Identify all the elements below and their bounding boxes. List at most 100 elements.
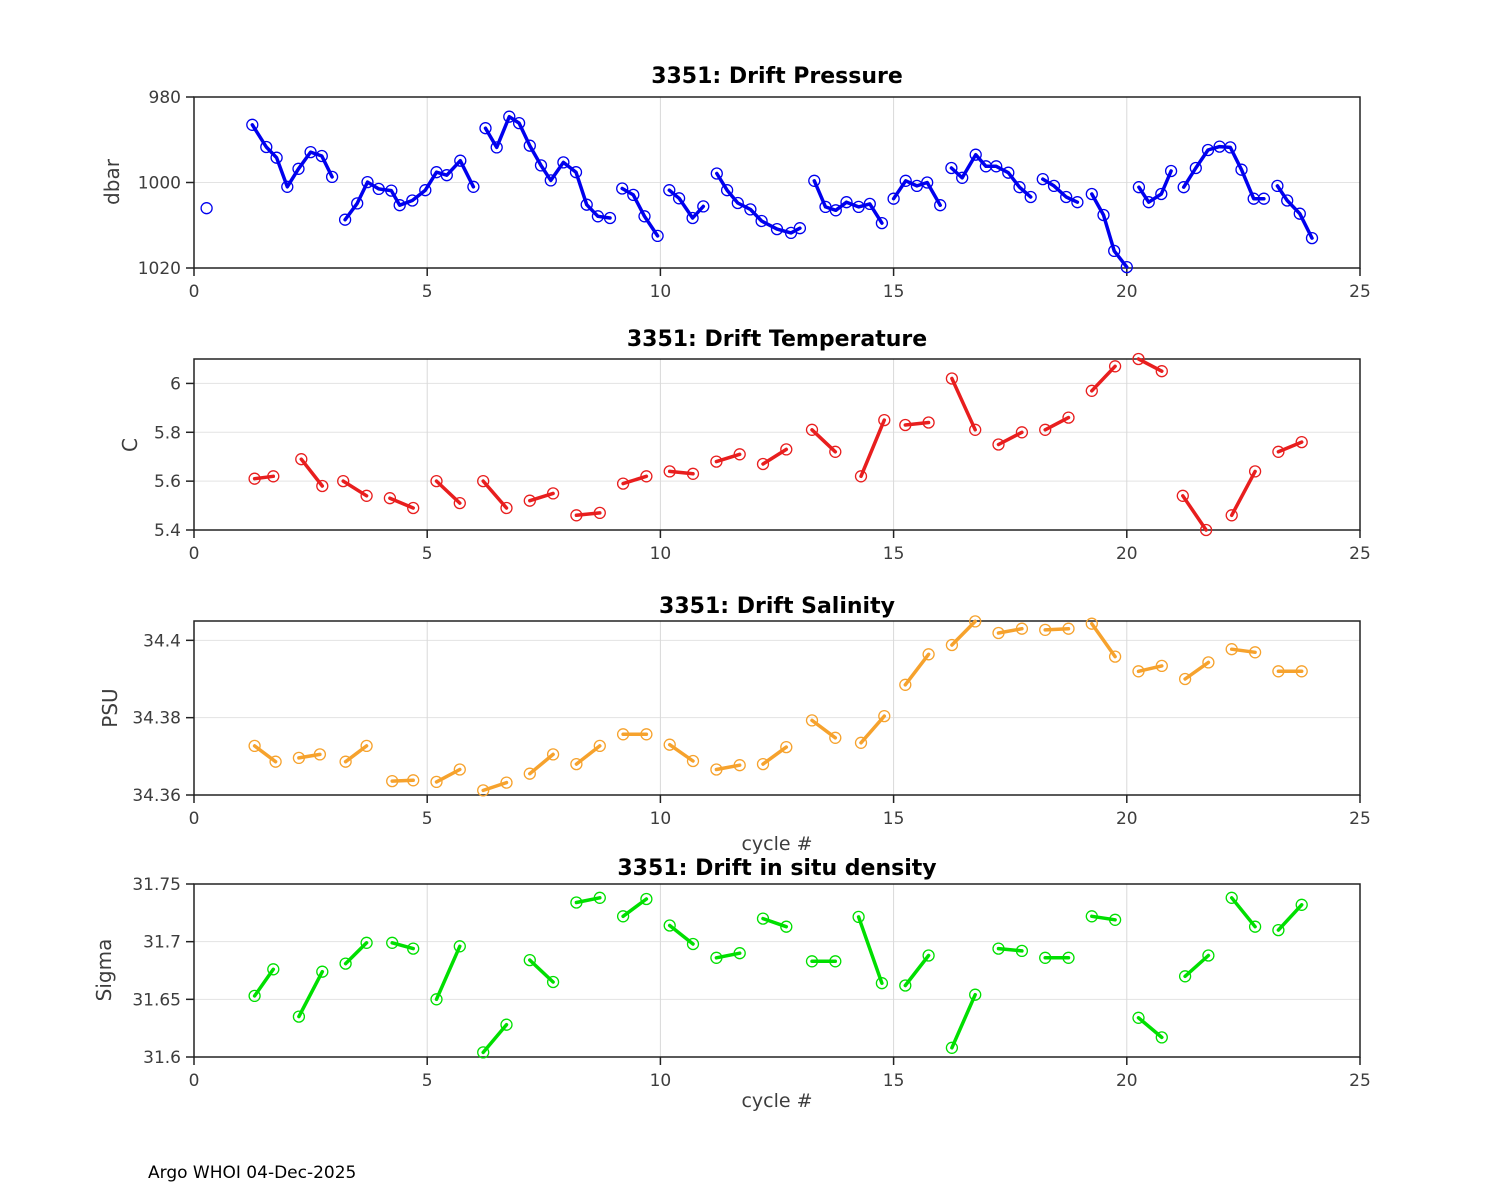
pressure-marker (591, 210, 605, 223)
pressure-marker (479, 122, 492, 135)
pressure-marker (338, 213, 352, 226)
pressure-marker (260, 140, 273, 154)
pressure-marker (852, 200, 865, 214)
density-marker (1015, 944, 1029, 958)
temperature-marker (616, 477, 630, 490)
temperature-marker (1225, 509, 1238, 522)
density-marker (663, 919, 676, 932)
salinity-plot: 0 5 10 15 20 25 34.36 34.38 34.4 (132, 615, 1371, 829)
pressure-marker (1257, 192, 1271, 205)
temperature-series-line (950, 376, 977, 432)
density-series-line (343, 941, 369, 966)
density-series-line (297, 969, 325, 1019)
pressure-marker (467, 180, 480, 193)
pressure-series-line (1181, 144, 1266, 201)
temperature-series-line (903, 420, 931, 427)
pressure-marker (663, 184, 676, 197)
pressure-marker (1047, 179, 1061, 193)
salinity-marker (805, 714, 819, 727)
pressure-marker (1155, 187, 1168, 201)
pressure-marker (1201, 143, 1215, 157)
salinity-marker (756, 757, 770, 771)
temperature-series-line (528, 491, 555, 503)
density-series-line (1090, 914, 1117, 922)
density-marker (339, 957, 352, 970)
temperature-marker (945, 372, 959, 385)
salinity-marker (663, 738, 676, 751)
density-ylabel: Sigma (92, 938, 116, 1002)
temperature-marker (710, 455, 723, 468)
pressure-marker (270, 151, 283, 164)
pressure-marker (361, 175, 374, 189)
salinity-marker (500, 776, 513, 789)
temperature-marker (570, 509, 583, 522)
pressure-series-line (1041, 177, 1080, 204)
pressure-marker (934, 199, 947, 212)
pressure-marker (770, 222, 784, 236)
salinity-xtick-label: 10 (650, 809, 672, 829)
temperature-marker (829, 445, 842, 458)
pressure-marker (440, 169, 453, 182)
pressure-marker (372, 182, 385, 196)
temperature-series-line (1043, 415, 1071, 432)
pressure-marker (744, 203, 757, 216)
temperature-marker (500, 501, 513, 515)
pressure-series-line (1137, 169, 1173, 204)
temperature-marker (1248, 465, 1262, 478)
pressure-marker (808, 174, 821, 187)
pressure-marker (292, 162, 305, 175)
pressure-marker (200, 202, 213, 215)
pressure-marker (393, 199, 406, 212)
density-marker (360, 936, 373, 949)
density-marker (430, 993, 443, 1006)
salinity-marker (477, 784, 490, 797)
pressure-series-line (949, 152, 1033, 199)
temperature-marker (453, 496, 466, 510)
pressure-marker (710, 167, 723, 180)
salinity-marker (969, 615, 982, 628)
density-marker (899, 979, 912, 992)
salinity-marker (407, 774, 420, 787)
salinity-marker (922, 648, 935, 661)
density-series-line (621, 897, 649, 919)
density-series-line (434, 944, 462, 1002)
temperature-series-line (667, 469, 695, 476)
temperature-marker (1039, 423, 1052, 436)
salinity-xtick-label: 20 (1116, 809, 1138, 829)
density-marker (992, 942, 1005, 955)
pressure-marker (755, 214, 768, 228)
temperature-marker (295, 453, 308, 466)
density-marker (1039, 951, 1052, 964)
pressure-series-line (667, 188, 706, 220)
density-series-line (903, 953, 931, 988)
pressure-marker (875, 216, 889, 230)
pressure-xtick-label: 5 (422, 282, 433, 302)
pressure-ylabel: dbar (100, 159, 124, 205)
density-marker (1108, 913, 1122, 926)
temperature-series-line (621, 474, 649, 486)
pressure-marker (979, 160, 993, 173)
pressure-marker (720, 184, 734, 197)
salinity-series-line (390, 778, 415, 783)
pressure-marker (829, 204, 842, 217)
salinity-series-line (1090, 621, 1117, 659)
temperature-xtick-label: 5 (422, 544, 433, 564)
salinity-marker (1178, 672, 1192, 686)
salinity-marker (1108, 650, 1122, 663)
pressure-series-line (1275, 184, 1314, 240)
salinity-series-line (761, 745, 789, 766)
pressure-marker (1305, 231, 1319, 245)
temperature-series-line (388, 496, 415, 510)
density-xtick-label: 5 (422, 1071, 433, 1091)
density-marker (593, 891, 606, 904)
density-marker (546, 975, 560, 989)
density-marker (922, 949, 935, 962)
temperature-marker (1085, 384, 1098, 397)
salinity-marker (829, 731, 842, 744)
salinity-xtick-label: 25 (1349, 809, 1371, 829)
salinity-marker (686, 754, 700, 768)
temperature-marker (854, 470, 868, 483)
pressure-marker (1142, 196, 1155, 209)
density-xlabel: cycle # (741, 1090, 813, 1112)
salinity-marker (523, 767, 536, 780)
